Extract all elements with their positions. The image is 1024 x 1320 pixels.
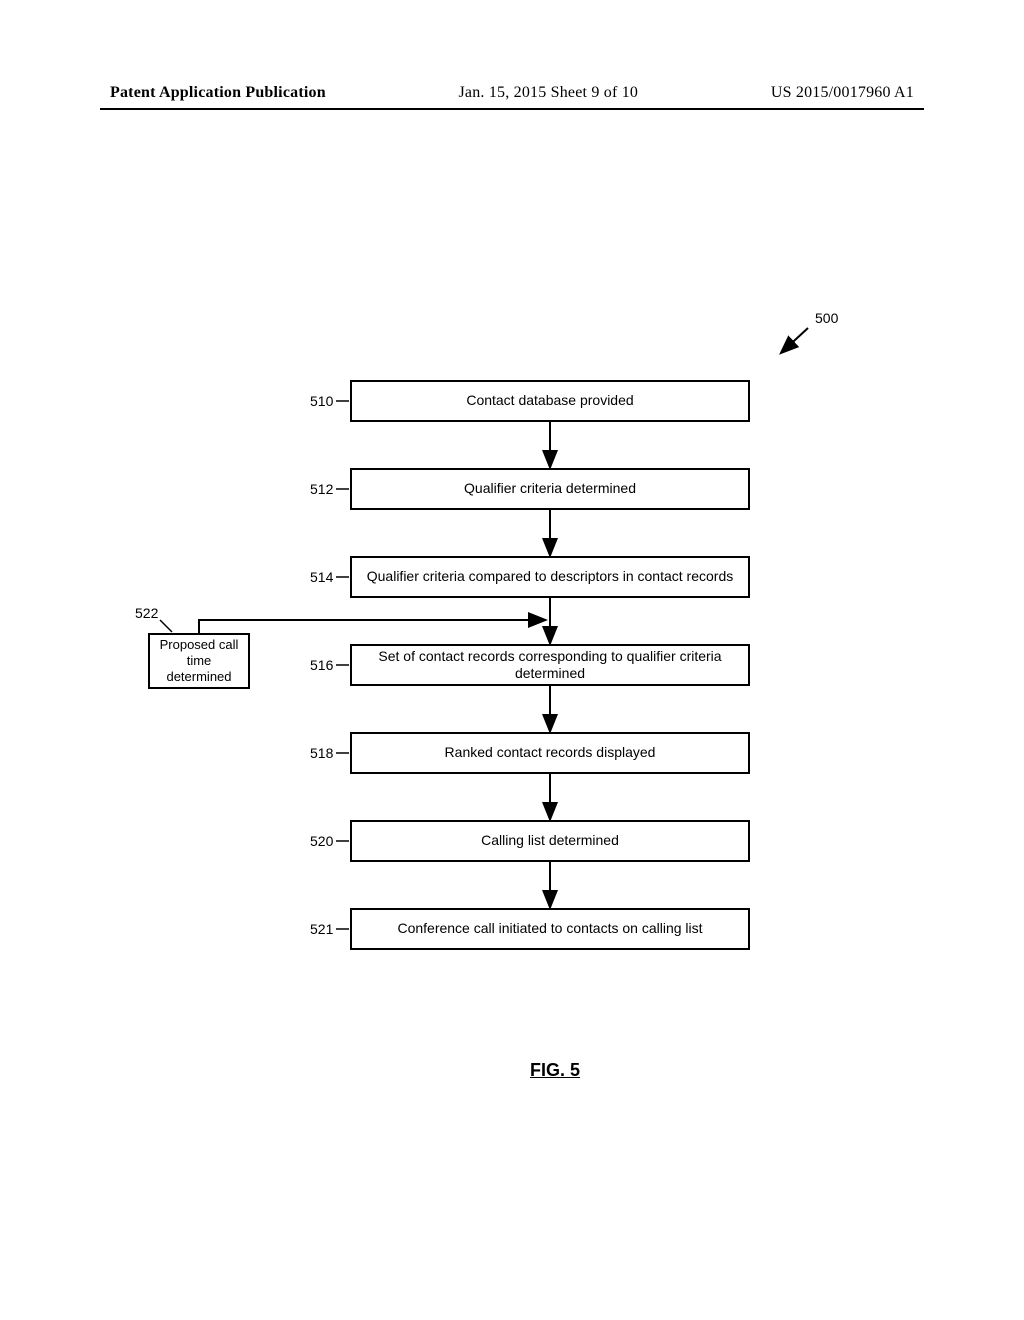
flowchart-500: 500 Contact database provided 510 Qualif… bbox=[0, 0, 1024, 1320]
ref-518: 518 bbox=[310, 745, 333, 761]
step-512: Qualifier criteria determined bbox=[350, 468, 750, 510]
ref-520: 520 bbox=[310, 833, 333, 849]
step-520-text: Calling list determined bbox=[481, 832, 619, 850]
step-516-text: Set of contact records corresponding to … bbox=[360, 648, 740, 683]
step-516: Set of contact records corresponding to … bbox=[350, 644, 750, 686]
step-514-text: Qualifier criteria compared to descripto… bbox=[367, 568, 733, 586]
step-520: Calling list determined bbox=[350, 820, 750, 862]
figure-label: FIG. 5 bbox=[530, 1060, 580, 1081]
step-518-text: Ranked contact records displayed bbox=[445, 744, 656, 762]
step-510: Contact database provided bbox=[350, 380, 750, 422]
ref-512: 512 bbox=[310, 481, 333, 497]
ref-522: 522 bbox=[135, 605, 158, 621]
step-510-text: Contact database provided bbox=[466, 392, 633, 410]
step-521: Conference call initiated to contacts on… bbox=[350, 908, 750, 950]
ref-510: 510 bbox=[310, 393, 333, 409]
ref-521: 521 bbox=[310, 921, 333, 937]
step-522: Proposed call time determined bbox=[148, 633, 250, 689]
step-522-text: Proposed call time determined bbox=[158, 637, 240, 686]
step-512-text: Qualifier criteria determined bbox=[464, 480, 636, 498]
ref-500: 500 bbox=[815, 310, 838, 326]
step-521-text: Conference call initiated to contacts on… bbox=[397, 920, 702, 938]
step-518: Ranked contact records displayed bbox=[350, 732, 750, 774]
ref-516: 516 bbox=[310, 657, 333, 673]
ref-514: 514 bbox=[310, 569, 333, 585]
step-514: Qualifier criteria compared to descripto… bbox=[350, 556, 750, 598]
